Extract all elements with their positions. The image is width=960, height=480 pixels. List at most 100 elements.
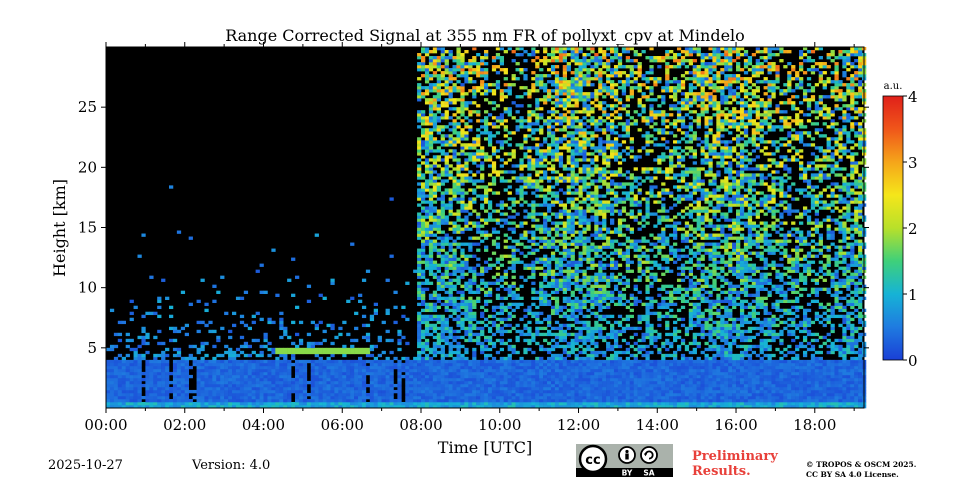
heatmap-cell	[137, 392, 142, 397]
heatmap-cell	[487, 113, 493, 117]
heatmap-cell	[365, 323, 371, 328]
heatmap-cell	[338, 389, 343, 394]
heatmap-cell	[507, 107, 512, 111]
heatmap-cell	[574, 281, 579, 285]
heatmap-cell	[448, 170, 453, 174]
heatmap-cell	[428, 56, 434, 60]
heatmap-cell	[558, 308, 564, 313]
heatmap-cell	[424, 281, 430, 285]
heatmap-cell	[432, 185, 438, 189]
heatmap-cell	[574, 338, 579, 343]
heatmap-cell	[531, 398, 536, 403]
heatmap-cell	[251, 401, 256, 406]
heatmap-cell	[137, 254, 142, 258]
heatmap-cell	[424, 392, 430, 397]
heatmap-cell	[432, 353, 438, 358]
heatmap-cell	[570, 182, 575, 186]
heatmap-cell	[539, 227, 544, 231]
heatmap-cell	[302, 365, 308, 370]
heatmap-cell	[409, 368, 414, 373]
heatmap-cell	[389, 386, 394, 391]
heatmap-cell	[535, 119, 540, 123]
heatmap-cell	[464, 395, 469, 400]
heatmap-cell	[515, 119, 520, 123]
heatmap-cell	[180, 383, 186, 388]
heatmap-cell	[460, 71, 465, 75]
heatmap-cell	[267, 320, 272, 325]
heatmap-cell	[448, 155, 453, 159]
heatmap-cell	[302, 380, 308, 385]
heatmap-cell	[417, 188, 422, 192]
heatmap-cell	[554, 305, 560, 310]
heatmap-cell	[369, 371, 375, 376]
heatmap-cell	[476, 128, 481, 132]
heatmap-cell	[590, 83, 595, 87]
heatmap-cell	[566, 308, 571, 313]
heatmap-cell	[330, 347, 335, 352]
heatmap-cell	[440, 194, 445, 198]
heatmap-cell	[424, 101, 430, 105]
heatmap-cell	[444, 218, 449, 222]
heatmap-cell	[342, 404, 347, 409]
heatmap-cell	[137, 386, 142, 391]
heatmap-cell	[310, 368, 315, 373]
heatmap-cell	[558, 239, 564, 243]
heatmap-cell	[566, 266, 571, 270]
heatmap-cell	[554, 116, 560, 120]
heatmap-cell	[373, 386, 378, 391]
heatmap-cell	[377, 338, 382, 343]
heatmap-cell	[511, 347, 516, 352]
heatmap-cell	[464, 305, 469, 310]
heatmap-cell	[487, 164, 493, 168]
heatmap-cell	[456, 317, 461, 322]
heatmap-cell	[243, 323, 249, 328]
heatmap-cell	[523, 308, 528, 313]
heatmap-cell	[531, 395, 536, 400]
heatmap-cell	[543, 83, 548, 87]
heatmap-cell	[566, 209, 571, 213]
heatmap-cell	[432, 65, 438, 69]
heatmap-cell	[582, 143, 587, 147]
heatmap-cell	[440, 245, 445, 249]
heatmap-cell	[200, 365, 205, 370]
heatmap-cell	[436, 59, 441, 63]
heatmap-cell	[566, 404, 571, 409]
heatmap-cell	[543, 383, 548, 388]
heatmap-cell	[283, 374, 288, 379]
heatmap-cell	[468, 206, 473, 210]
heatmap-cell	[476, 143, 481, 147]
heatmap-cell	[562, 224, 568, 228]
heatmap-cell	[350, 398, 355, 403]
heatmap-cell	[566, 173, 571, 177]
heatmap-cell	[511, 326, 516, 331]
heatmap-cell	[507, 131, 512, 135]
heatmap-cell	[239, 320, 245, 325]
heatmap-cell	[440, 77, 445, 81]
chart-title: Range Corrected Signal at 355 nm FR of p…	[225, 26, 745, 45]
heatmap-cell	[586, 353, 591, 358]
heatmap-cell	[267, 359, 272, 364]
heatmap-cell	[121, 404, 126, 409]
heatmap-cell	[373, 398, 378, 403]
heatmap-cell	[582, 296, 587, 300]
heatmap-cell	[271, 383, 276, 388]
heatmap-cell	[503, 50, 508, 54]
heatmap-cell	[460, 191, 465, 195]
heatmap-cell	[574, 356, 579, 361]
heatmap-cell	[476, 113, 481, 117]
heatmap-cell	[350, 362, 355, 367]
heatmap-cell	[523, 362, 528, 367]
heatmap-cell	[456, 53, 461, 57]
heatmap-cell	[460, 404, 465, 409]
heatmap-cell	[235, 347, 241, 352]
heatmap-cell	[578, 131, 583, 135]
heatmap-cell	[113, 395, 119, 400]
heatmap-cell	[287, 404, 292, 409]
heatmap-cell	[176, 395, 182, 400]
heatmap-cell	[440, 173, 445, 177]
heatmap-cell	[570, 365, 575, 370]
heatmap-cell	[574, 260, 579, 264]
heatmap-cell	[464, 314, 469, 319]
heatmap-cell	[271, 320, 276, 325]
heatmap-cell	[432, 374, 438, 379]
